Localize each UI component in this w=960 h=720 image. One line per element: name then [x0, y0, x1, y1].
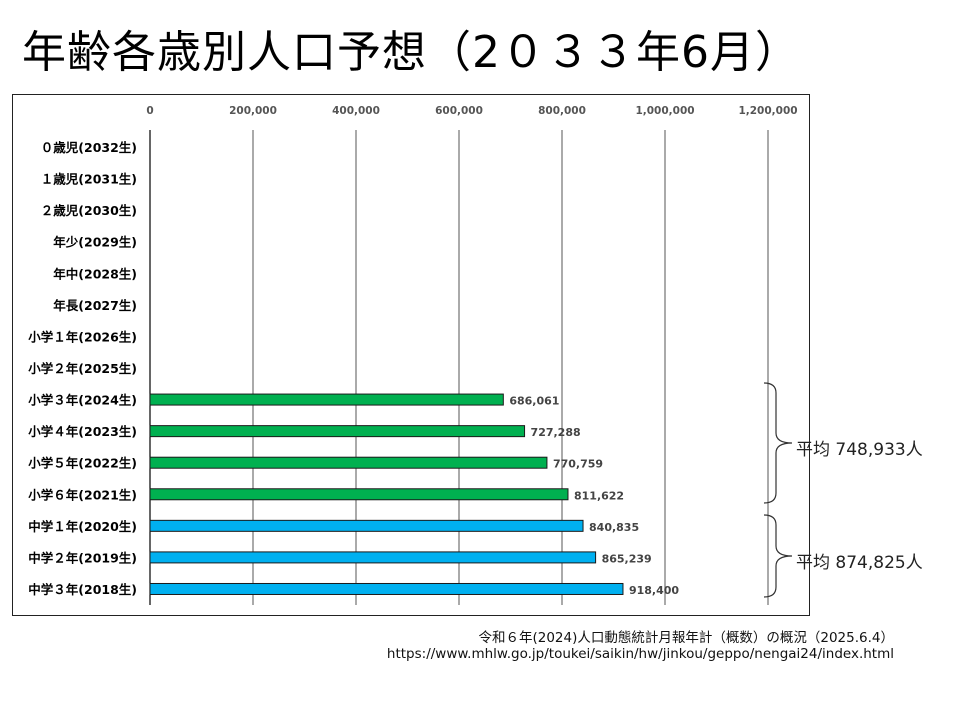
- category-label: 小学４年(2023生): [27, 424, 137, 439]
- category-label: 小学６年(2021生): [27, 487, 137, 502]
- category-label: １歳児(2031生): [41, 172, 137, 187]
- category-label: ０歳児(2032生): [41, 140, 137, 155]
- value-label: 686,061: [509, 395, 559, 408]
- category-label: 中学１年(2020生): [28, 519, 137, 534]
- category-label: 小学３年(2024生): [27, 393, 137, 408]
- average-label-elementary: 平均 748,933人: [796, 440, 923, 460]
- value-label: 865,239: [602, 552, 652, 565]
- value-label: 811,622: [574, 489, 624, 502]
- category-label: 年少(2029生): [53, 235, 137, 250]
- category-label: 小学５年(2022生): [27, 456, 137, 471]
- brace: [763, 514, 793, 598]
- group-braces: [763, 382, 793, 598]
- average-label-junior-high: 平均 874,825人: [796, 553, 923, 573]
- category-label: 年中(2028生): [53, 266, 137, 281]
- value-label: 727,288: [531, 426, 581, 439]
- bar: [149, 425, 526, 438]
- category-labels: ０歳児(2032生) １歳児(2031生) ２歳児(2030生) 年少(2029生) 年…: [27, 140, 137, 597]
- category-label: 小学２年(2025生): [27, 361, 137, 376]
- source-citation: 令和６年(2024)人口動態統計月報年計（概数）の概況（2025.6.4）: [478, 630, 894, 646]
- bar: [149, 551, 597, 564]
- x-tick-label: 0: [146, 105, 153, 117]
- x-tick-label: 1,200,000: [738, 105, 797, 117]
- category-label: 年長(2027生): [53, 298, 137, 313]
- category-label: 中学３年(2018生): [28, 582, 137, 597]
- page-title: 年齢各歳別人口予想（2０３３年6月）: [22, 27, 800, 78]
- bar: [149, 393, 504, 406]
- brace: [763, 382, 793, 504]
- category-label: 小学１年(2026生): [27, 329, 137, 344]
- bar: [149, 519, 584, 532]
- value-label: 840,835: [589, 521, 639, 534]
- x-tick-label: 200,000: [229, 105, 277, 117]
- category-label: 中学２年(2019生): [28, 550, 137, 565]
- value-labels: 686,061 727,288 770,759 811,622 840,835 865,2…: [509, 395, 679, 597]
- bars: [149, 393, 624, 595]
- bar: [149, 488, 569, 501]
- bar: [149, 582, 624, 595]
- x-tick-labels: 0 200,000 400,000 600,000 800,000 1,000,000 1,…: [146, 105, 797, 117]
- value-label: 918,400: [629, 584, 679, 597]
- bar: [149, 456, 548, 469]
- x-tick-label: 400,000: [332, 105, 380, 117]
- source-url[interactable]: https://www.mhlw.go.jp/toukei/saikin/hw/…: [386, 646, 894, 662]
- x-tick-label: 600,000: [435, 105, 483, 117]
- x-tick-label: 1,000,000: [635, 105, 694, 117]
- x-tick-label: 800,000: [538, 105, 586, 117]
- value-label: 770,759: [553, 458, 603, 471]
- chart-frame: [12, 94, 810, 616]
- category-label: ２歳児(2030生): [41, 203, 137, 218]
- gridlines: [149, 130, 769, 605]
